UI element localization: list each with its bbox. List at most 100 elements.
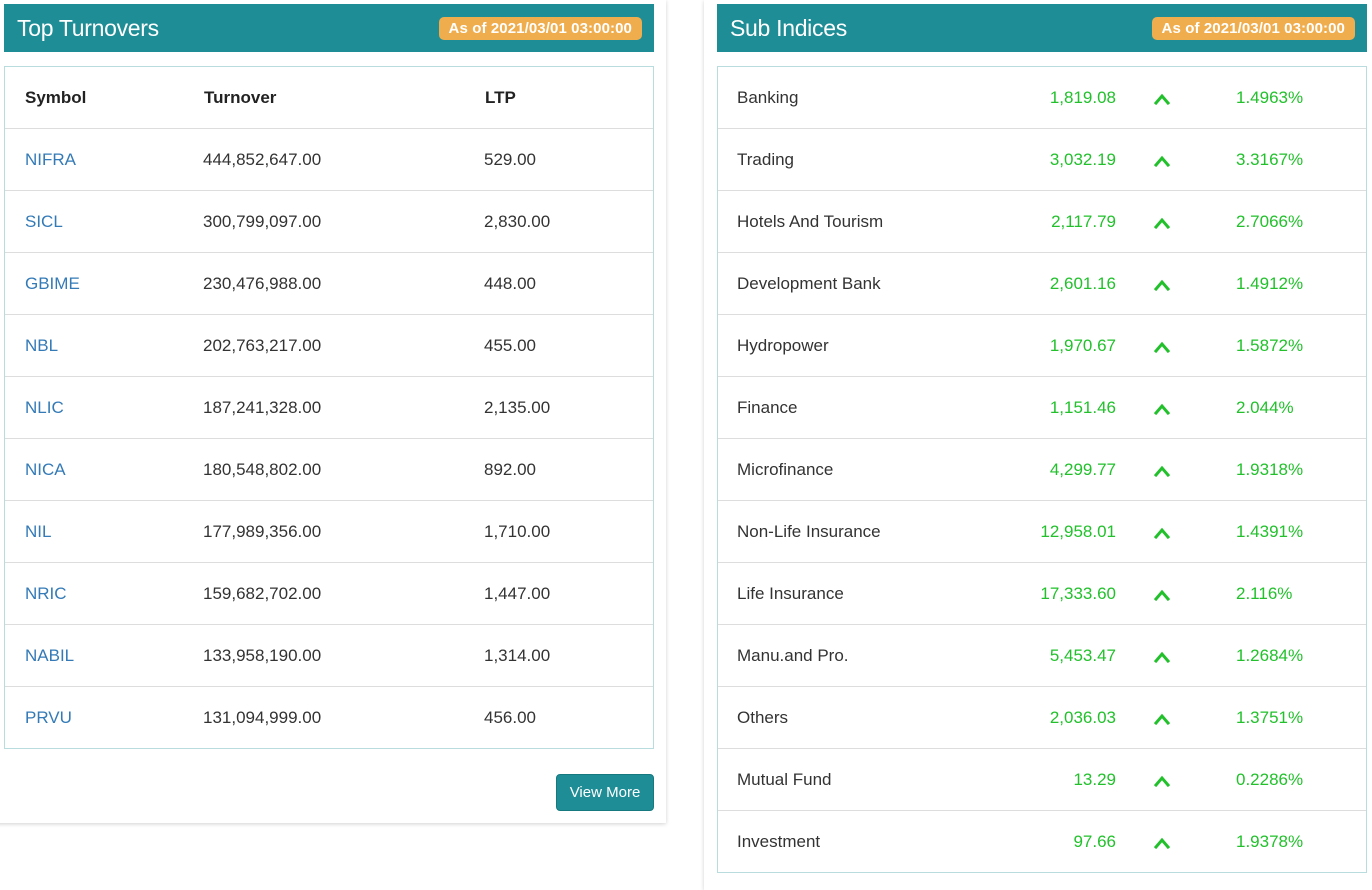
index-value: 4,299.77 <box>1049 460 1116 479</box>
table-row: NIFRA 444,852,647.00 529.00 <box>5 129 653 191</box>
sub-indices-header: Sub Indices As of 2021/03/01 03:00:00 <box>717 4 1367 52</box>
index-name: Others <box>737 708 789 727</box>
index-name: Non-Life Insurance <box>737 522 881 541</box>
index-change: 1.9378% <box>1236 832 1304 851</box>
table-header-row: Symbol Turnover LTP <box>5 67 653 129</box>
chevron-up-icon <box>1153 276 1171 292</box>
top-turnovers-body: NIFRA 444,852,647.00 529.00 SICL 300,799,097… <box>5 129 653 749</box>
symbol-link[interactable]: NIFRA <box>25 150 76 169</box>
index-name: Finance <box>737 398 798 417</box>
symbol-link[interactable]: NICA <box>25 460 66 479</box>
ltp-value: 2,135.00 <box>484 398 551 417</box>
ltp-value: 1,710.00 <box>484 522 551 541</box>
index-change: 3.3167% <box>1236 150 1304 169</box>
index-change: 1.4391% <box>1236 522 1304 541</box>
index-name: Manu.and Pro. <box>737 646 849 665</box>
symbol-link[interactable]: NLIC <box>25 398 64 417</box>
chevron-up-icon <box>1153 772 1171 788</box>
turnover-value: 444,852,647.00 <box>203 150 322 169</box>
index-change: 2.116% <box>1236 584 1293 603</box>
ltp-value: 892.00 <box>484 460 536 479</box>
index-change: 2.044% <box>1236 398 1294 417</box>
turnover-value: 202,763,217.00 <box>203 336 322 355</box>
chevron-up-icon <box>1153 214 1171 230</box>
symbol-link[interactable]: PRVU <box>25 708 72 727</box>
index-name: Mutual Fund <box>737 770 832 789</box>
table-row: Microfinance 4,299.77 1.9318% <box>718 439 1366 501</box>
table-row: Investment 97.66 1.9378% <box>718 811 1366 873</box>
index-value: 97.66 <box>1073 832 1116 851</box>
turnover-value: 230,476,988.00 <box>203 274 322 293</box>
ltp-value: 529.00 <box>484 150 536 169</box>
index-value: 1,151.46 <box>1049 398 1116 417</box>
top-turnovers-table: Symbol Turnover LTP NIFRA 444,852,647.00 5… <box>4 66 654 749</box>
index-name: Hydropower <box>737 336 829 355</box>
column-header-turnover: Turnover <box>204 88 277 107</box>
index-name: Hotels And Tourism <box>737 212 884 231</box>
symbol-link[interactable]: GBIME <box>25 274 80 293</box>
chevron-up-icon <box>1153 648 1171 664</box>
turnover-value: 180,548,802.00 <box>203 460 322 479</box>
index-value: 13.29 <box>1073 770 1116 789</box>
index-value: 5,453.47 <box>1049 646 1116 665</box>
index-name: Microfinance <box>737 460 834 479</box>
index-change: 1.4963% <box>1236 88 1304 107</box>
table-row: NRIC 159,682,702.00 1,447.00 <box>5 563 653 625</box>
index-name: Investment <box>737 832 821 851</box>
top-turnovers-header: Top Turnovers As of 2021/03/01 03:00:00 <box>4 4 654 52</box>
chevron-up-icon <box>1153 462 1171 478</box>
index-value: 12,958.01 <box>1040 522 1116 541</box>
symbol-link[interactable]: NRIC <box>25 584 67 603</box>
index-change: 1.3751% <box>1236 708 1304 727</box>
chevron-up-icon <box>1153 586 1171 602</box>
table-row: Development Bank 2,601.16 1.4912% <box>718 253 1366 315</box>
ltp-value: 456.00 <box>484 708 536 727</box>
index-change: 0.2286% <box>1236 770 1304 789</box>
index-name: Trading <box>737 150 795 169</box>
sub-indices-title: Sub Indices <box>730 14 847 41</box>
index-name: Life Insurance <box>737 584 844 603</box>
index-name: Banking <box>737 88 799 107</box>
chevron-up-icon <box>1153 338 1171 354</box>
top-turnovers-as-of-badge: As of 2021/03/01 03:00:00 <box>438 16 642 40</box>
chevron-up-icon <box>1153 834 1171 850</box>
turnover-value: 300,799,097.00 <box>203 212 322 231</box>
symbol-link[interactable]: SICL <box>25 212 63 231</box>
chevron-up-icon <box>1153 524 1171 540</box>
symbol-link[interactable]: NBL <box>25 336 59 355</box>
table-row: Mutual Fund 13.29 0.2286% <box>718 749 1366 811</box>
index-value: 2,601.16 <box>1049 274 1116 293</box>
ltp-value: 455.00 <box>484 336 536 355</box>
column-header-ltp: LTP <box>485 88 516 107</box>
view-more-button[interactable]: View More <box>556 774 654 811</box>
top-turnovers-title: Top Turnovers <box>17 14 159 41</box>
table-row: GBIME 230,476,988.00 448.00 <box>5 253 653 315</box>
table-row: Banking 1,819.08 1.4963% <box>718 67 1366 129</box>
chevron-up-icon <box>1153 400 1171 416</box>
index-change: 1.5872% <box>1236 336 1304 355</box>
index-change: 1.2684% <box>1236 646 1304 665</box>
table-row: Manu.and Pro. 5,453.47 1.2684% <box>718 625 1366 687</box>
index-value: 2,036.03 <box>1049 708 1116 727</box>
table-row: Life Insurance 17,333.60 2.116% <box>718 563 1366 625</box>
ltp-value: 2,830.00 <box>484 212 551 231</box>
index-value: 1,819.08 <box>1049 88 1116 107</box>
table-row: NABIL 133,958,190.00 1,314.00 <box>5 625 653 687</box>
table-row: Non-Life Insurance 12,958.01 1.4391% <box>718 501 1366 563</box>
table-row: PRVU 131,094,999.00 456.00 <box>5 687 653 749</box>
chevron-up-icon <box>1153 90 1171 106</box>
column-header-symbol: Symbol <box>25 88 87 107</box>
table-row: NLIC 187,241,328.00 2,135.00 <box>5 377 653 439</box>
table-row: Finance 1,151.46 2.044% <box>718 377 1366 439</box>
table-row: Hydropower 1,970.67 1.5872% <box>718 315 1366 377</box>
table-row: NBL 202,763,217.00 455.00 <box>5 315 653 377</box>
ltp-value: 1,314.00 <box>484 646 551 665</box>
index-value: 2,117.79 <box>1051 212 1116 231</box>
index-change: 1.4912% <box>1236 274 1304 293</box>
index-value: 3,032.19 <box>1049 150 1116 169</box>
symbol-link[interactable]: NIL <box>25 522 52 541</box>
table-row: Others 2,036.03 1.3751% <box>718 687 1366 749</box>
symbol-link[interactable]: NABIL <box>25 646 75 665</box>
turnover-value: 187,241,328.00 <box>203 398 322 417</box>
table-row: Hotels And Tourism 2,117.79 2.7066% <box>718 191 1366 253</box>
